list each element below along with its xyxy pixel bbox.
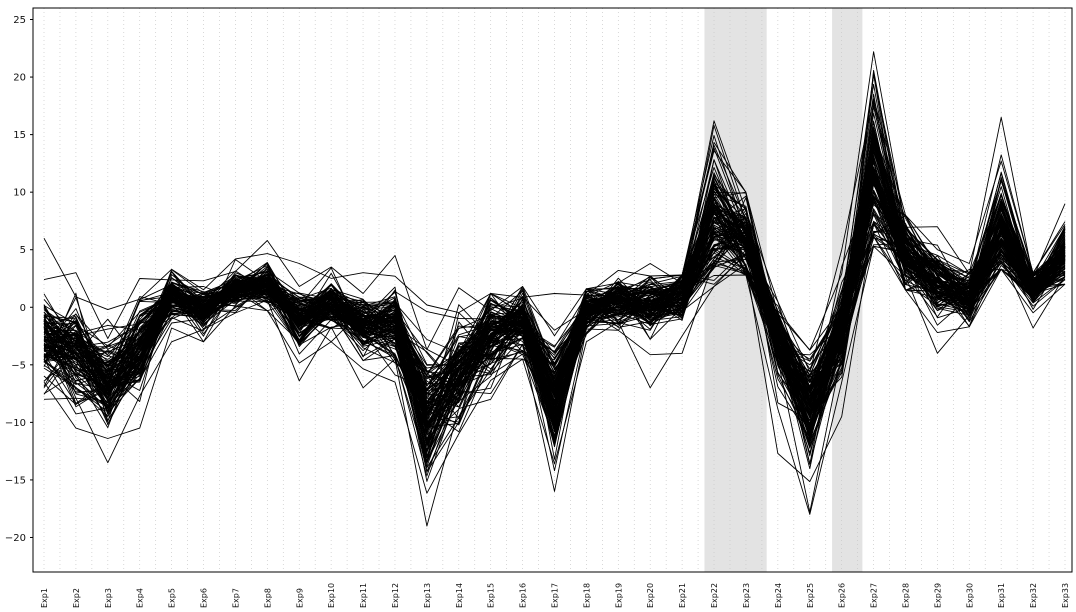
x-tick-label: Exp11 [359, 583, 368, 608]
x-tick-label: Exp26 [838, 583, 847, 608]
x-tick-label: Exp33 [1061, 583, 1070, 608]
x-tick-label: Exp21 [678, 583, 687, 608]
series-line [43, 245, 1066, 527]
y-tick-label: −10 [5, 418, 26, 429]
x-tick-label: Exp30 [965, 583, 974, 608]
series-line [43, 185, 1066, 406]
series-line [43, 159, 1066, 463]
x-tick-label: Exp6 [200, 588, 209, 608]
x-tick-label: Exp31 [997, 583, 1006, 608]
y-tick-label: −15 [5, 475, 26, 486]
series-line [43, 152, 1066, 443]
plot-frame [32, 7, 1073, 573]
x-tick-label: Exp22 [710, 583, 719, 608]
x-tick-label: Exp13 [423, 583, 432, 608]
x-tick-label: Exp9 [295, 588, 304, 608]
y-tick-label: 0 [20, 303, 26, 314]
x-tick-label: Exp2 [72, 588, 81, 608]
x-tick-label: Exp12 [391, 583, 400, 608]
y-tick-label: 20 [13, 73, 26, 84]
series-line [43, 133, 1066, 415]
series-line [43, 195, 1066, 415]
x-tick-label: Exp27 [870, 583, 879, 608]
x-tick-label: Exp14 [455, 583, 464, 608]
x-tick-label: Exp28 [901, 583, 910, 608]
series-lines [43, 51, 1066, 527]
y-tick-label: 25 [13, 15, 26, 26]
series-line [43, 167, 1066, 445]
x-tick-label: Exp24 [774, 583, 783, 608]
x-tick-label: Exp16 [519, 583, 528, 608]
x-tick-label: Exp17 [551, 583, 560, 608]
x-tick-label: Exp25 [806, 583, 815, 608]
x-tick-label: Exp3 [104, 588, 113, 608]
y-tick-label: −5 [11, 360, 26, 371]
y-tick-label: 10 [13, 188, 26, 199]
x-tick-label: Exp23 [742, 583, 751, 608]
series-line [43, 188, 1066, 452]
x-tick-label: Exp10 [327, 583, 336, 608]
highlight-bands [704, 8, 863, 572]
x-tick-label: Exp20 [646, 583, 655, 608]
series-line [43, 51, 1066, 351]
y-tick-label: −20 [5, 533, 26, 544]
x-tick-label: Exp29 [933, 583, 942, 608]
series-line [43, 229, 1066, 407]
y-tick-label: 15 [13, 130, 26, 141]
x-tick-label: Exp18 [582, 583, 591, 608]
series-line [43, 100, 1066, 416]
x-tick-label: Exp7 [231, 588, 240, 608]
x-tick-label: Exp19 [614, 583, 623, 608]
series-line [43, 169, 1066, 442]
x-tick-label: Exp5 [168, 588, 177, 608]
y-tick-label: 5 [20, 245, 26, 256]
series-line [43, 98, 1066, 373]
series-line [43, 198, 1066, 442]
x-tick-label: Exp4 [136, 588, 145, 608]
x-tick-label: Exp8 [263, 588, 272, 608]
y-axis: −20 −15 −10 −5 0 5 10 15 20 25 [5, 15, 33, 544]
x-tick-label: Exp15 [487, 583, 496, 608]
series-line [43, 133, 1066, 428]
x-tick-label: Exp1 [40, 588, 49, 608]
x-tick-label: Exp32 [1029, 583, 1038, 608]
x-axis-tick-labels: Exp1 Exp2 Exp3 Exp4 Exp5 Exp6 Exp7 Exp8 Exp9 Exp1… [40, 583, 1070, 608]
series-line [43, 222, 1066, 494]
